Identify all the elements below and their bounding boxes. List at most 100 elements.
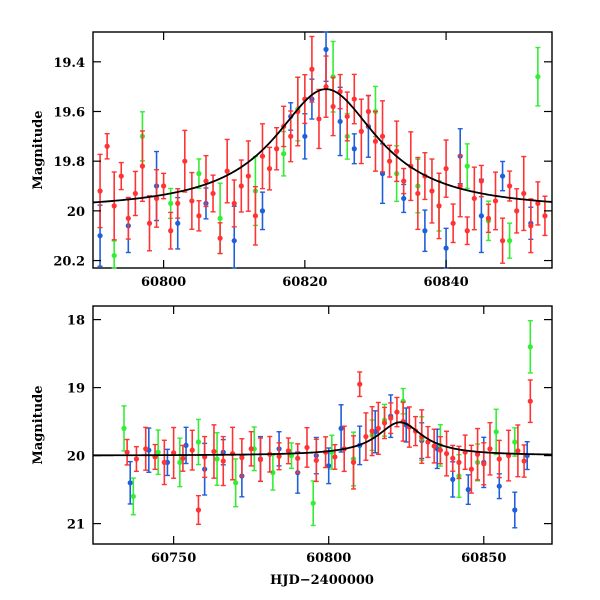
bottom-point bbox=[189, 429, 195, 471]
top-y-tick-label: 19.4 bbox=[53, 56, 85, 71]
bottom-point bbox=[456, 445, 462, 480]
bottom-point bbox=[195, 418, 202, 466]
top-point bbox=[217, 222, 223, 255]
top-point bbox=[535, 181, 541, 226]
top-point bbox=[266, 146, 273, 191]
top-point bbox=[457, 154, 463, 218]
bottom-point bbox=[171, 426, 177, 479]
top-point bbox=[365, 94, 371, 129]
top-point bbox=[443, 139, 449, 198]
top-point bbox=[168, 211, 174, 250]
bottom-y-axis-label: Magnitude bbox=[31, 385, 46, 464]
top-point bbox=[485, 203, 492, 234]
top-point bbox=[415, 156, 421, 231]
bottom-point bbox=[338, 404, 344, 453]
top-point bbox=[309, 35, 315, 103]
top-point bbox=[182, 129, 188, 193]
top-x-tick-label: 60820 bbox=[282, 275, 327, 290]
top-x-tick-label: 60800 bbox=[141, 275, 186, 290]
top-point bbox=[507, 170, 513, 202]
bottom-point bbox=[313, 438, 319, 483]
bottom-point bbox=[505, 429, 512, 482]
bottom-point bbox=[152, 443, 158, 471]
top-point bbox=[499, 160, 506, 192]
top-point bbox=[351, 73, 357, 125]
top-point bbox=[118, 161, 124, 191]
bottom-point bbox=[155, 429, 161, 476]
bottom-y-tick-label: 19 bbox=[67, 382, 85, 397]
bottom-point bbox=[183, 426, 189, 465]
top-point bbox=[111, 171, 117, 241]
bottom-point bbox=[474, 427, 481, 481]
bottom-point bbox=[425, 425, 431, 459]
bottom-point bbox=[121, 405, 127, 452]
bottom-point bbox=[465, 474, 471, 506]
top-point bbox=[288, 110, 294, 163]
bottom-x-axis-label: HJD−2400000 bbox=[270, 573, 374, 588]
bottom-point bbox=[304, 426, 310, 468]
top-point bbox=[337, 73, 343, 110]
bottom-point bbox=[443, 430, 450, 477]
top-y-axis-label: Magnitude bbox=[31, 110, 46, 189]
top-point bbox=[153, 168, 160, 228]
bottom-point bbox=[375, 401, 381, 456]
bottom-point bbox=[180, 444, 186, 472]
top-point bbox=[196, 200, 202, 232]
bottom-point bbox=[202, 435, 208, 479]
bottom-point bbox=[133, 445, 140, 473]
bottom-point bbox=[143, 426, 149, 471]
top-point bbox=[358, 98, 364, 165]
top-point bbox=[471, 166, 477, 231]
bottom-point bbox=[233, 458, 239, 508]
bottom-point bbox=[496, 439, 502, 479]
top-point bbox=[450, 203, 456, 244]
top-point bbox=[132, 170, 138, 217]
bottom-point bbox=[276, 442, 282, 471]
bottom-point bbox=[363, 412, 369, 461]
bottom-point bbox=[285, 437, 291, 465]
top-point bbox=[97, 153, 103, 229]
bottom-point bbox=[527, 379, 533, 424]
top-point bbox=[125, 196, 131, 240]
bottom-point bbox=[521, 444, 527, 478]
top-point bbox=[514, 188, 520, 234]
bottom-point bbox=[332, 443, 338, 470]
top-point bbox=[104, 132, 110, 160]
bottom-y-tick-label: 18 bbox=[67, 314, 85, 329]
bottom-panel: 60750 60800 60850 18 19 20 21 Magnitude HJD−24… bbox=[31, 305, 553, 588]
bottom-point bbox=[257, 437, 264, 483]
bottom-point bbox=[195, 494, 202, 526]
bottom-point bbox=[229, 426, 236, 481]
top-y-tick-label: 20.2 bbox=[53, 255, 85, 270]
bottom-point bbox=[124, 438, 130, 466]
bottom-x-tick-label: 60850 bbox=[461, 551, 506, 566]
top-point bbox=[394, 120, 400, 183]
bottom-point bbox=[468, 444, 474, 494]
bottom-data-points bbox=[121, 319, 533, 529]
bottom-point bbox=[512, 427, 518, 457]
top-point bbox=[422, 209, 428, 253]
top-point bbox=[259, 191, 266, 231]
top-point bbox=[238, 159, 244, 213]
bottom-point bbox=[515, 424, 521, 478]
bottom-y-tick-label: 21 bbox=[67, 518, 85, 533]
top-y-tick-label: 20 bbox=[67, 205, 85, 220]
bottom-point bbox=[350, 435, 357, 490]
top-point bbox=[245, 140, 251, 212]
bottom-x-tick-label: 60800 bbox=[306, 551, 351, 566]
top-point bbox=[372, 110, 379, 172]
top-panel: 60800 60820 60840 19.4 19.6 19.8 20 20.2 Magnit… bbox=[31, 31, 553, 290]
bottom-point bbox=[239, 438, 245, 478]
bottom-point bbox=[177, 437, 183, 488]
top-point bbox=[429, 158, 435, 224]
top-point bbox=[542, 195, 548, 237]
top-point bbox=[224, 138, 230, 204]
top-point bbox=[189, 171, 195, 230]
top-point bbox=[175, 188, 181, 219]
bottom-point bbox=[357, 371, 363, 398]
bottom-point bbox=[487, 421, 493, 476]
top-point bbox=[379, 100, 386, 173]
top-point bbox=[464, 143, 470, 190]
bottom-point bbox=[326, 447, 332, 485]
